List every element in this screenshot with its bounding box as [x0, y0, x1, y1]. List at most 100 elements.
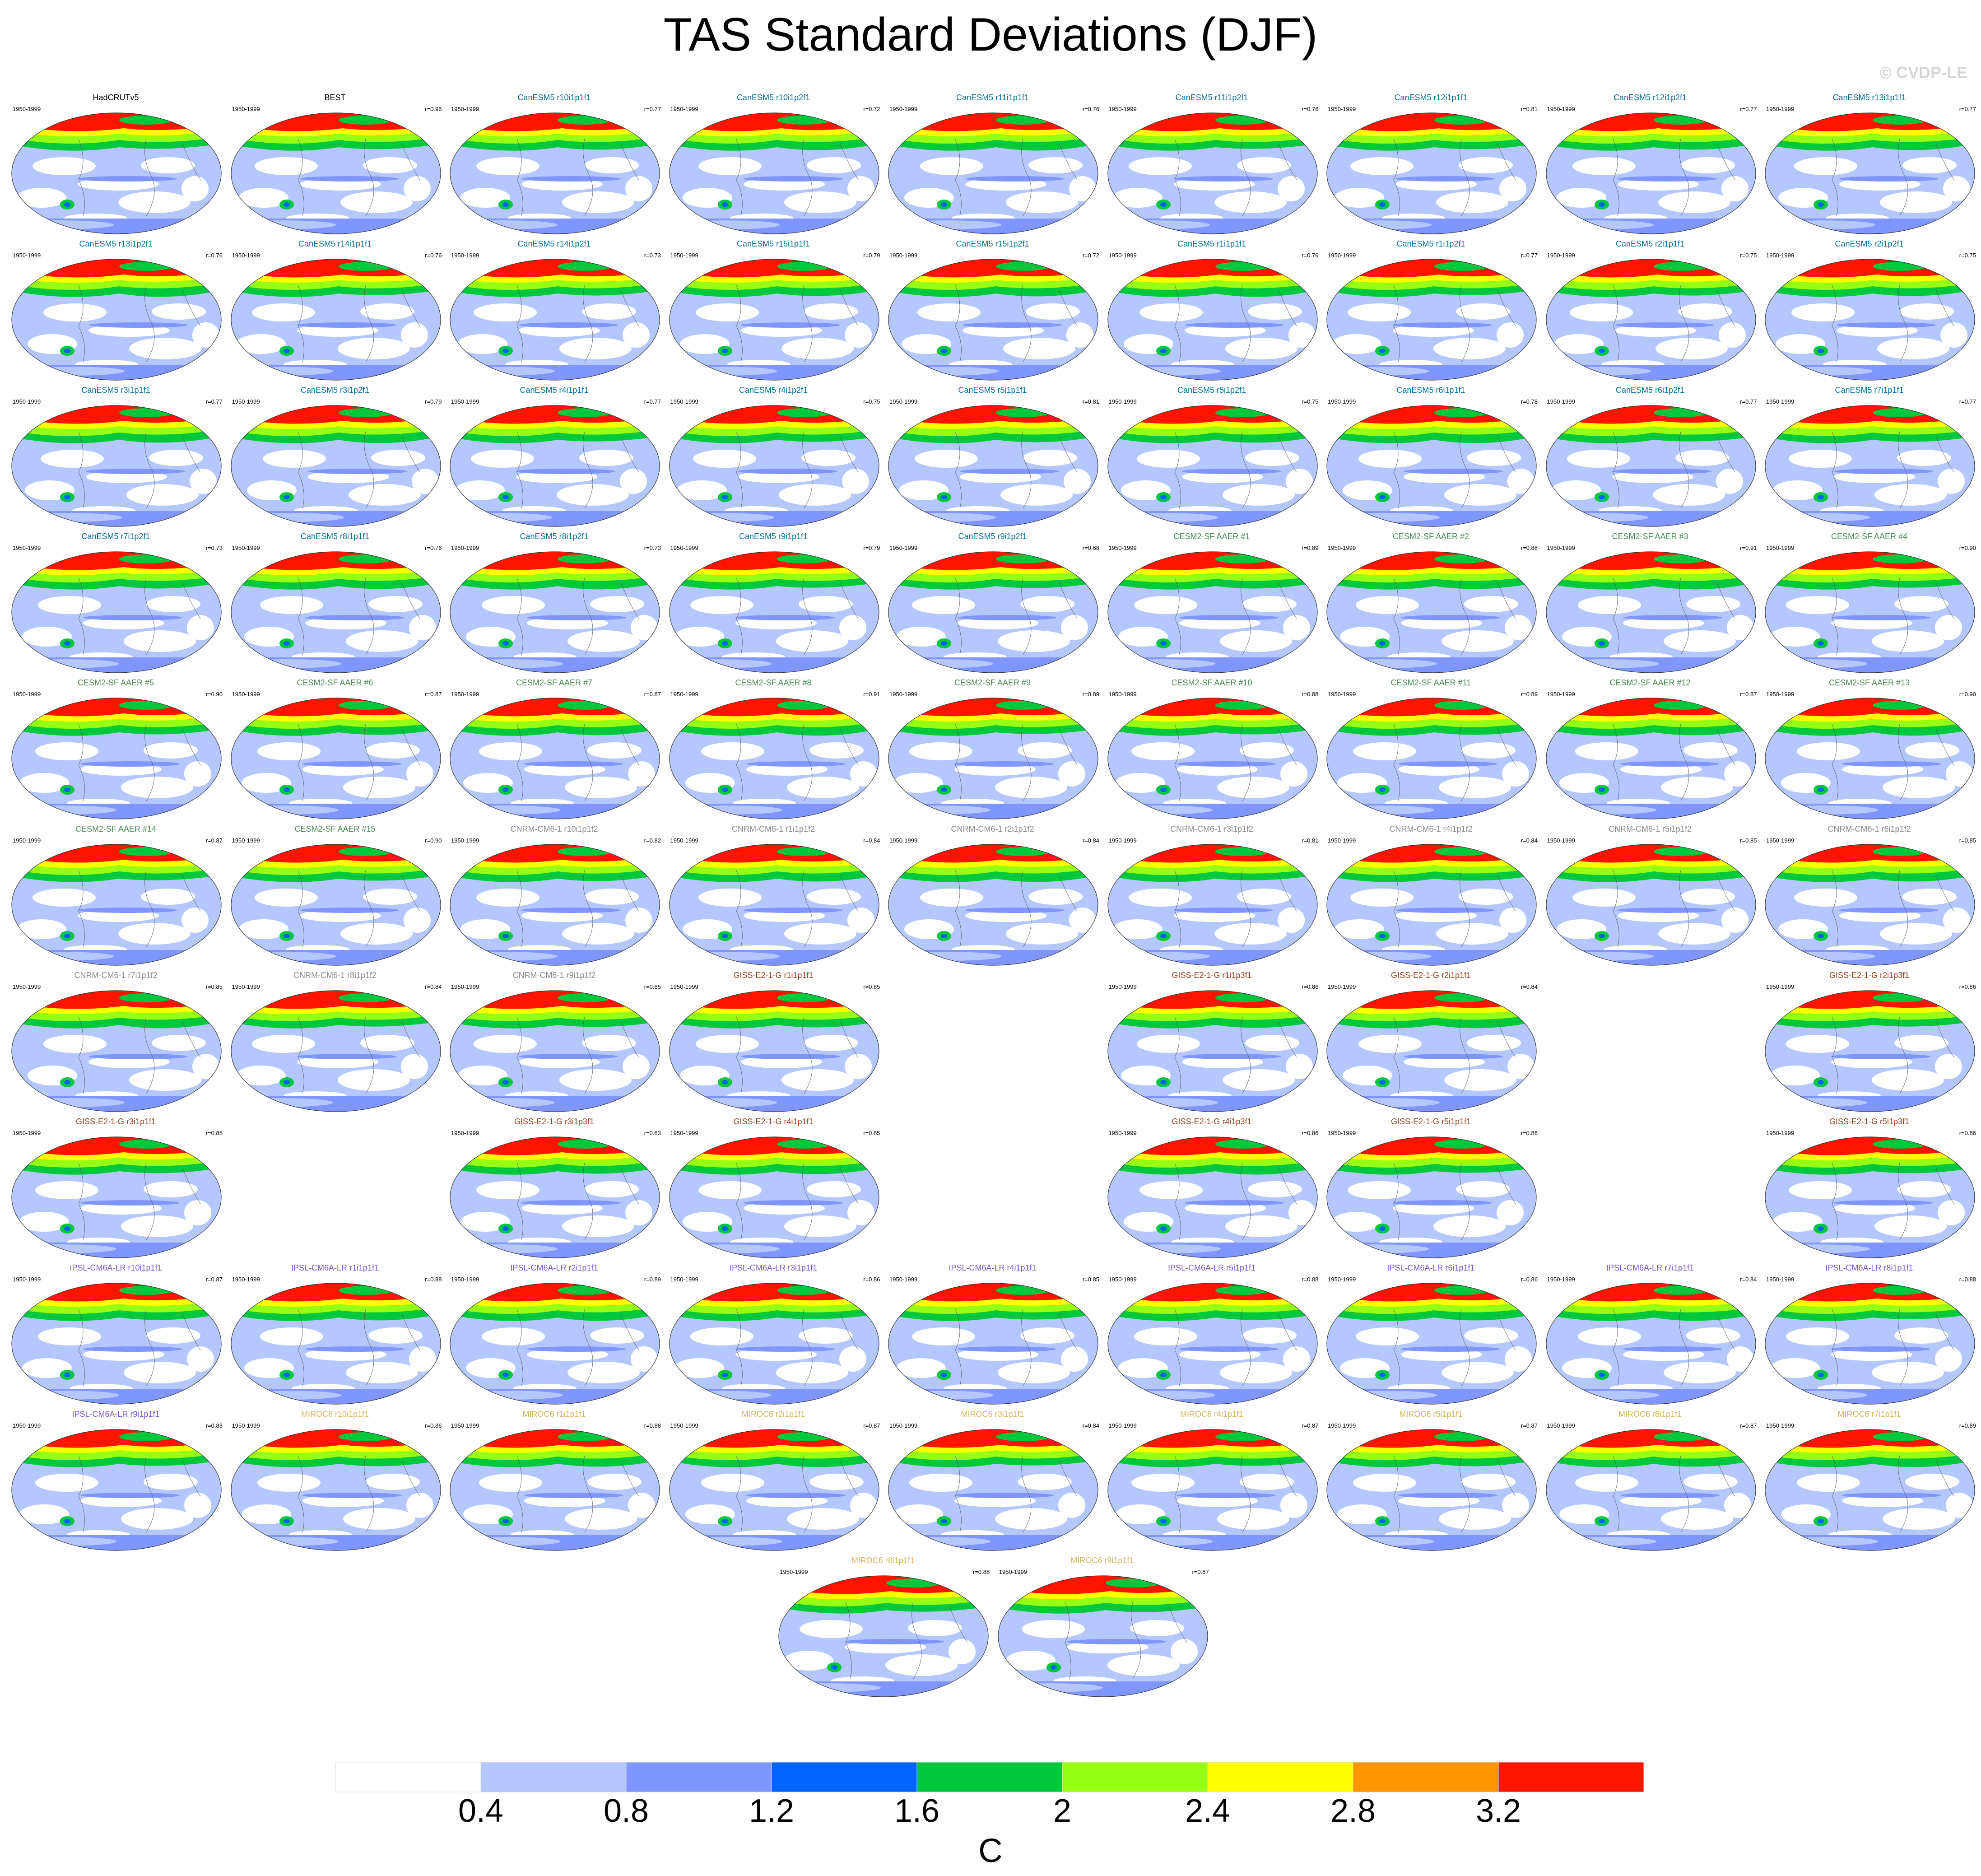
robinson-map	[230, 112, 441, 234]
panel-period: 1950-1999	[1766, 1276, 1795, 1283]
panel-pattern-correlation: r=0.79	[863, 252, 880, 259]
panel-period: 1950-1999	[232, 1276, 260, 1283]
panel-title: CanESM5 r11i1p1f1	[956, 93, 1029, 102]
panel-period: 1950-1999	[1108, 545, 1137, 551]
robinson-map	[1107, 112, 1318, 234]
map-panel: CanESM5 r6i1p1f1 1950-1999 r=0.78	[1321, 386, 1540, 535]
panel-pattern-correlation: r=0.88	[973, 1569, 990, 1575]
robinson-map	[888, 844, 1098, 966]
panel-pattern-correlation: r=0.85	[205, 1130, 223, 1136]
panel-title: CanESM5 r11i1p2f1	[1175, 93, 1248, 102]
panel-title: CanESM5 r5i1p2f1	[1177, 386, 1246, 395]
panel-pattern-correlation: r=0.75	[1740, 252, 1757, 259]
panel-pattern-correlation: r=0.89	[1082, 691, 1099, 698]
panel-period: 1950-1999	[1108, 837, 1137, 844]
robinson-map	[450, 112, 660, 234]
map-panel: CanESM5 r15i1p2f1 1950-1999 r=0.72	[883, 239, 1102, 388]
panel-pattern-correlation: r=0.81	[1521, 106, 1538, 112]
map-panel: CanESM5 r10i1p1f1 1950-1999 r=0.77	[445, 93, 664, 242]
robinson-map	[888, 551, 1098, 673]
panel-pattern-correlation: r=0.84	[1521, 837, 1538, 844]
panel-pattern-correlation: r=0.79	[425, 398, 442, 405]
robinson-map	[1107, 405, 1318, 527]
panel-period: 1950-1999	[670, 398, 698, 405]
map-panel: CanESM5 r4i1p2f1 1950-1999 r=0.75	[664, 386, 883, 535]
map-panel: CESM2-SF AAER #15 1950-1999 r=0.90	[226, 824, 445, 973]
panel-period: 1950-1999	[13, 1276, 41, 1283]
panel-title: CESM2-SF AAER #8	[735, 678, 812, 687]
robinson-map	[230, 844, 441, 966]
panel-title: IPSL-CM6A-LR r5i1p1f1	[1167, 1263, 1256, 1272]
map-panel: MIROC6 r6i1p1f1 1950-1999 r=0.87	[1541, 1410, 1760, 1559]
panel-period: 1950-1999	[13, 983, 41, 990]
panel-period: 1950-1999	[232, 545, 260, 551]
panel-pattern-correlation: r=0.76	[205, 252, 223, 259]
robinson-map	[888, 112, 1098, 234]
colorbar-segment	[1353, 1762, 1499, 1792]
panel-pattern-correlation: r=0.84	[425, 983, 442, 990]
map-panel: MIROC6 r2i1p1f1 1950-1999 r=0.87	[664, 1410, 883, 1559]
panel-period: 1950-1999	[13, 1422, 41, 1429]
colorbar: 0.4 0.8 1.2 1.6 2 2.4 2.8 3.2	[335, 1762, 1644, 1825]
robinson-map	[1326, 698, 1537, 819]
panel-title: MIROC6 r7i1p1f1	[1837, 1410, 1901, 1419]
panel-period: 1950-1999	[670, 545, 698, 551]
panel-period: 1950-1999	[232, 1422, 260, 1429]
robinson-map	[450, 551, 660, 673]
map-panel: CNRM-CM6-1 r5i1p1f2 1950-1999 r=0.85	[1541, 824, 1760, 973]
panel-pattern-correlation: r=0.87	[205, 837, 223, 844]
panel-pattern-correlation: r=0.81	[1082, 398, 1099, 405]
robinson-map	[1326, 990, 1537, 1112]
robinson-map	[1326, 259, 1537, 381]
panel-pattern-correlation: r=0.89	[1302, 545, 1319, 551]
panel-period: 1950-1999	[1108, 691, 1137, 698]
map-panel: IPSL-CM6A-LR r2i1p1f1 1950-1999 r=0.89	[445, 1263, 664, 1412]
panel-title: CESM2-SF AAER #4	[1831, 532, 1908, 541]
colorbar-units: C	[978, 1832, 1003, 1869]
panel-title: CanESM5 r3i1p1f1	[81, 386, 150, 395]
colorbar-tick-label: 0.8	[604, 1793, 649, 1825]
panel-period: 1950-1999	[1766, 1422, 1795, 1429]
panel-title: CanESM5 r13i1p2f1	[79, 239, 153, 248]
panel-pattern-correlation: r=0.77	[1521, 252, 1538, 259]
robinson-map	[1545, 1283, 1756, 1405]
panel-period: 1950-1999	[232, 106, 260, 112]
map-panel: GISS-E2-1-G r2i1p1f1 1950-1999 r=0.84	[1321, 971, 1540, 1120]
panel-pattern-correlation: r=0.76	[1302, 252, 1319, 259]
panel-pattern-correlation: r=0.78	[1521, 398, 1538, 405]
map-panel: CESM2-SF AAER #1 1950-1999 r=0.89	[1102, 532, 1321, 681]
panel-period: 1950-1999	[232, 691, 260, 698]
panel-title: GISS-E2-1-G r5i1p1f1	[1390, 1117, 1471, 1126]
panel-period: 1950-1999	[670, 252, 698, 259]
panel-title: CESM2-SF AAER #5	[77, 678, 154, 687]
panel-pattern-correlation: r=0.68	[1082, 545, 1099, 551]
map-panel: GISS-E2-1-G r4i1p3f1 1950-1999 r=0.86	[1102, 1117, 1321, 1266]
panel-title: CanESM5 r5i1p1f1	[958, 386, 1027, 395]
panel-pattern-correlation: r=0.87	[1740, 691, 1757, 698]
panel-title: CESM2-SF AAER #6	[297, 678, 373, 687]
panel-pattern-correlation: r=0.86	[1959, 983, 1976, 990]
panel-title: GISS-E2-1-G r4i1p3f1	[1172, 1117, 1252, 1126]
robinson-map	[888, 1429, 1098, 1551]
map-panel: GISS-E2-1-G r3i1p3f1 1950-1999 r=0.83	[445, 1117, 664, 1266]
panel-period: 1950-1999	[1547, 106, 1575, 112]
map-panel: CanESM5 r14i1p1f1 1950-1999 r=0.76	[226, 239, 445, 388]
robinson-map	[998, 1575, 1208, 1697]
panel-period: 1950-1999	[889, 691, 918, 698]
panel-period: 1950-1999	[1547, 252, 1575, 259]
panel-period: 1950-1999	[889, 1276, 918, 1283]
robinson-map	[1326, 551, 1537, 673]
robinson-map	[669, 844, 879, 966]
colorbar-tick-label: 0.4	[458, 1793, 503, 1825]
robinson-map	[669, 405, 879, 527]
robinson-map	[450, 405, 660, 527]
robinson-map	[230, 259, 441, 381]
panel-title: CESM2-SF AAER #13	[1828, 678, 1910, 687]
robinson-map	[669, 1136, 879, 1258]
panel-period: 1950-1999	[232, 837, 260, 844]
panel-title: IPSL-CM6A-LR r3i1p1f1	[729, 1263, 818, 1272]
panel-period: 1950-1999	[232, 398, 260, 405]
robinson-map	[1107, 844, 1318, 966]
panel-period: 1950-1999	[1108, 1276, 1137, 1283]
robinson-map	[1765, 1136, 1975, 1258]
